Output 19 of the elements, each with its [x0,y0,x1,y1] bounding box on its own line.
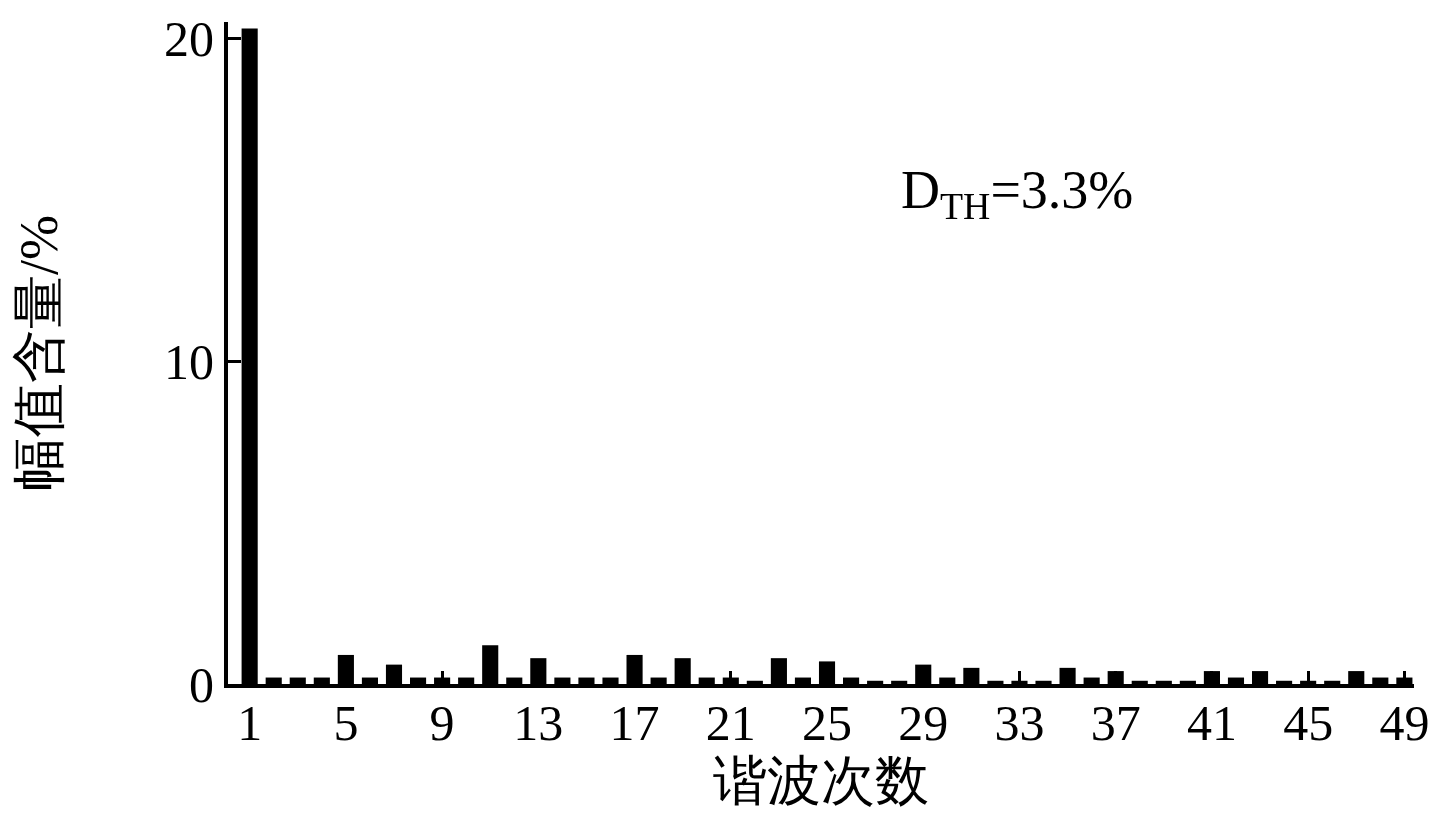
x-tick-label: 5 [333,695,359,751]
y-tick-label: 0 [189,656,214,713]
x-tick-label: 21 [705,695,756,751]
x-axis-title: 谐波次数 [713,751,929,811]
x-tick-label: 41 [1186,695,1237,751]
x-tick-label: 17 [609,695,660,751]
x-tick-label: 49 [1379,695,1430,751]
x-tick-label: 33 [994,695,1045,751]
x-tick-label: 25 [802,695,853,751]
x-tick-label: 29 [898,695,949,751]
x-tick-label: 45 [1283,695,1334,751]
y-axis-title: 幅值含量/% [9,215,70,491]
annotation: D$_{TH}$=3.3% [901,160,1134,228]
x-tick-label: 1 [237,695,263,751]
y-tick-label: 10 [164,333,214,390]
y-tick-label: 20 [164,10,214,67]
x-tick-label: 13 [513,695,564,751]
x-tick-label: 37 [1090,695,1141,751]
x-tick-label: 9 [429,695,455,751]
